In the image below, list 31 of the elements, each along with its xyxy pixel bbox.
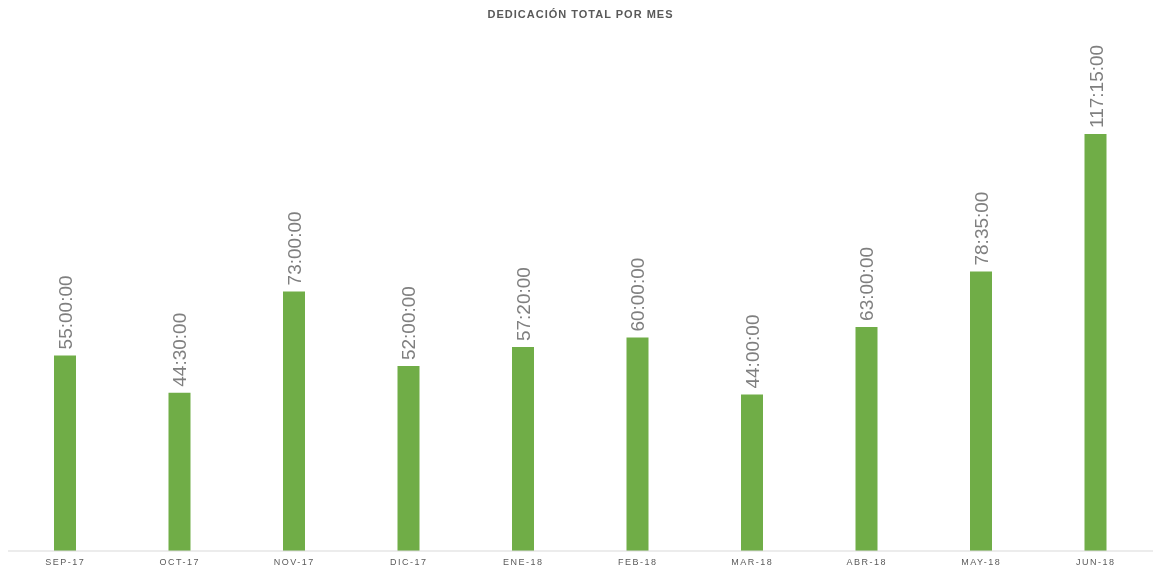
- x-tick-label: ENE-18: [502, 557, 544, 568]
- x-tick-label: FEB-18: [617, 557, 658, 568]
- bar: [512, 347, 534, 551]
- bar: [626, 337, 649, 551]
- bar: [168, 392, 191, 551]
- data-label: 117:15:00: [1085, 44, 1107, 128]
- x-tick-label: SEP-17: [45, 557, 86, 568]
- bar: [741, 394, 763, 551]
- x-tick-label: DIC-17: [389, 557, 428, 568]
- bar: [1084, 134, 1107, 551]
- data-label: 63:00:00: [856, 246, 878, 321]
- data-label: 73:00:00: [284, 211, 305, 286]
- chart-title: DEDICACIÓN TOTAL POR MES: [486, 8, 675, 20]
- data-label: 44:00:00: [742, 314, 763, 389]
- data-label: 52:00:00: [398, 286, 420, 361]
- x-tick-label: NOV-17: [273, 557, 315, 568]
- x-tick-label: ABR-18: [846, 557, 888, 568]
- bar: [855, 326, 878, 551]
- bar: [283, 291, 305, 551]
- data-label: 57:20:00: [513, 267, 534, 342]
- x-tick-label: MAY-18: [961, 557, 1002, 568]
- data-label: 60:00:00: [627, 257, 649, 332]
- x-tick-label: JUN-18: [1075, 557, 1116, 568]
- bar: [54, 355, 76, 551]
- bar: [970, 271, 992, 551]
- bar: [397, 366, 420, 551]
- data-label: 78:35:00: [971, 191, 992, 266]
- data-label: 55:00:00: [55, 275, 76, 350]
- x-tick-label: MAR-18: [731, 557, 774, 568]
- data-label: 44:30:00: [169, 312, 191, 387]
- x-tick-label: OCT-17: [159, 557, 201, 568]
